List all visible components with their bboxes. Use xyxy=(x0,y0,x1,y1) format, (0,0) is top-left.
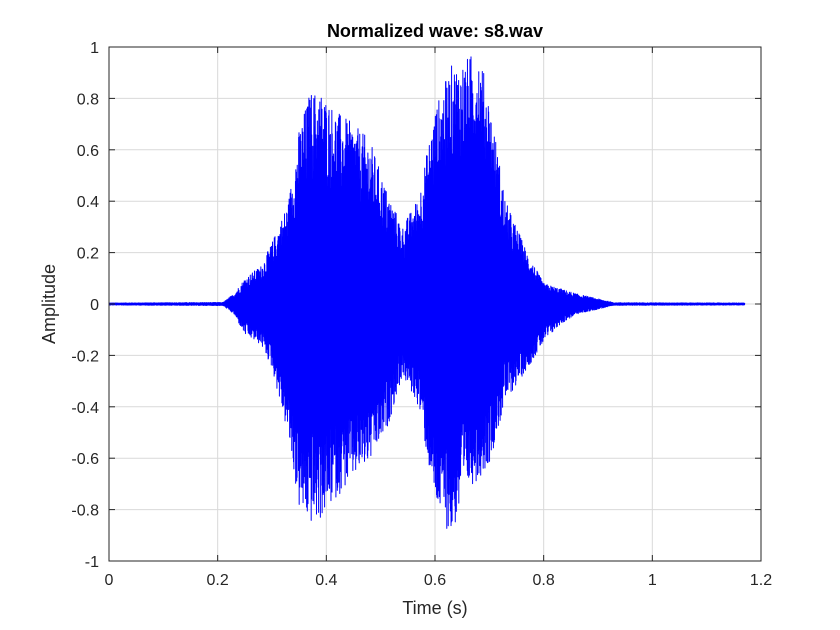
y-tick-label: 0.4 xyxy=(77,194,99,211)
waveform-series xyxy=(108,56,746,529)
y-tick-label: 0.8 xyxy=(77,91,99,108)
tick-marks xyxy=(108,46,762,562)
x-tick-label: 0.8 xyxy=(533,572,555,589)
waveform-line xyxy=(108,56,746,529)
x-tick-label: 0.2 xyxy=(207,572,229,589)
x-tick-label: 1.2 xyxy=(750,572,772,589)
y-tick-label: -0.2 xyxy=(71,348,99,365)
y-tick-label: -0.8 xyxy=(71,503,99,520)
chart-title: Normalized wave: s8.wav xyxy=(327,21,543,41)
y-axis-title: Amplitude xyxy=(39,264,59,344)
x-tick-label: 0.4 xyxy=(315,572,337,589)
x-tick-label: 0.6 xyxy=(424,572,446,589)
x-tick-label: 1 xyxy=(648,572,657,589)
y-tick-label: -1 xyxy=(85,554,99,571)
y-tick-label: 1 xyxy=(90,40,99,57)
tick-labels: 0 0.2 0.4 0.6 0.8 1 1.2 -1 -0.8 -0.6 -0.4 -0.2 0 0.2 0… xyxy=(71,40,772,589)
y-tick-label: 0.2 xyxy=(77,246,99,263)
y-tick-label: -0.6 xyxy=(71,451,99,468)
y-tick-label: 0.6 xyxy=(77,143,99,160)
x-tick-label: 0 xyxy=(105,572,114,589)
y-tick-label: -0.4 xyxy=(71,400,99,417)
x-axis-title: Time (s) xyxy=(402,598,467,618)
y-tick-label: 0 xyxy=(90,297,99,314)
